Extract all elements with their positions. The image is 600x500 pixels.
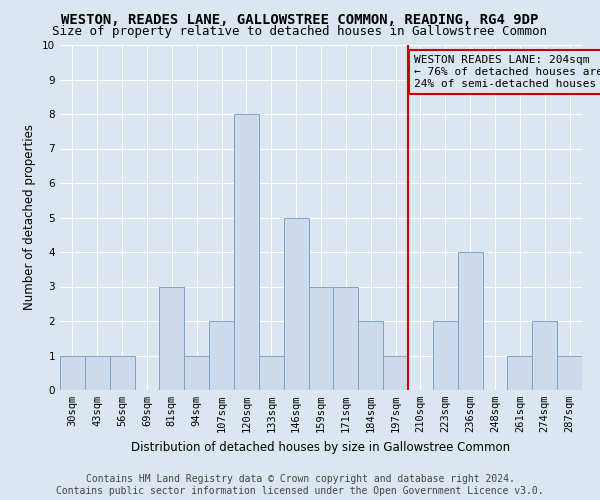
X-axis label: Distribution of detached houses by size in Gallowstree Common: Distribution of detached houses by size … <box>131 440 511 454</box>
Bar <box>508 356 532 390</box>
Y-axis label: Number of detached properties: Number of detached properties <box>23 124 37 310</box>
Bar <box>358 321 383 390</box>
Bar <box>458 252 482 390</box>
Bar <box>532 321 557 390</box>
Bar <box>557 356 582 390</box>
Bar <box>383 356 408 390</box>
Bar <box>334 286 358 390</box>
Text: Contains HM Land Registry data © Crown copyright and database right 2024.
Contai: Contains HM Land Registry data © Crown c… <box>56 474 544 496</box>
Bar <box>85 356 110 390</box>
Bar <box>234 114 259 390</box>
Bar <box>209 321 234 390</box>
Bar <box>284 218 308 390</box>
Text: WESTON READES LANE: 204sqm
← 76% of detached houses are smaller (31)
24% of semi: WESTON READES LANE: 204sqm ← 76% of deta… <box>414 56 600 88</box>
Bar <box>60 356 85 390</box>
Bar <box>160 286 184 390</box>
Bar <box>184 356 209 390</box>
Text: Size of property relative to detached houses in Gallowstree Common: Size of property relative to detached ho… <box>53 25 548 38</box>
Bar <box>433 321 458 390</box>
Bar <box>308 286 334 390</box>
Text: WESTON, READES LANE, GALLOWSTREE COMMON, READING, RG4 9DP: WESTON, READES LANE, GALLOWSTREE COMMON,… <box>61 12 539 26</box>
Bar <box>110 356 134 390</box>
Bar <box>259 356 284 390</box>
